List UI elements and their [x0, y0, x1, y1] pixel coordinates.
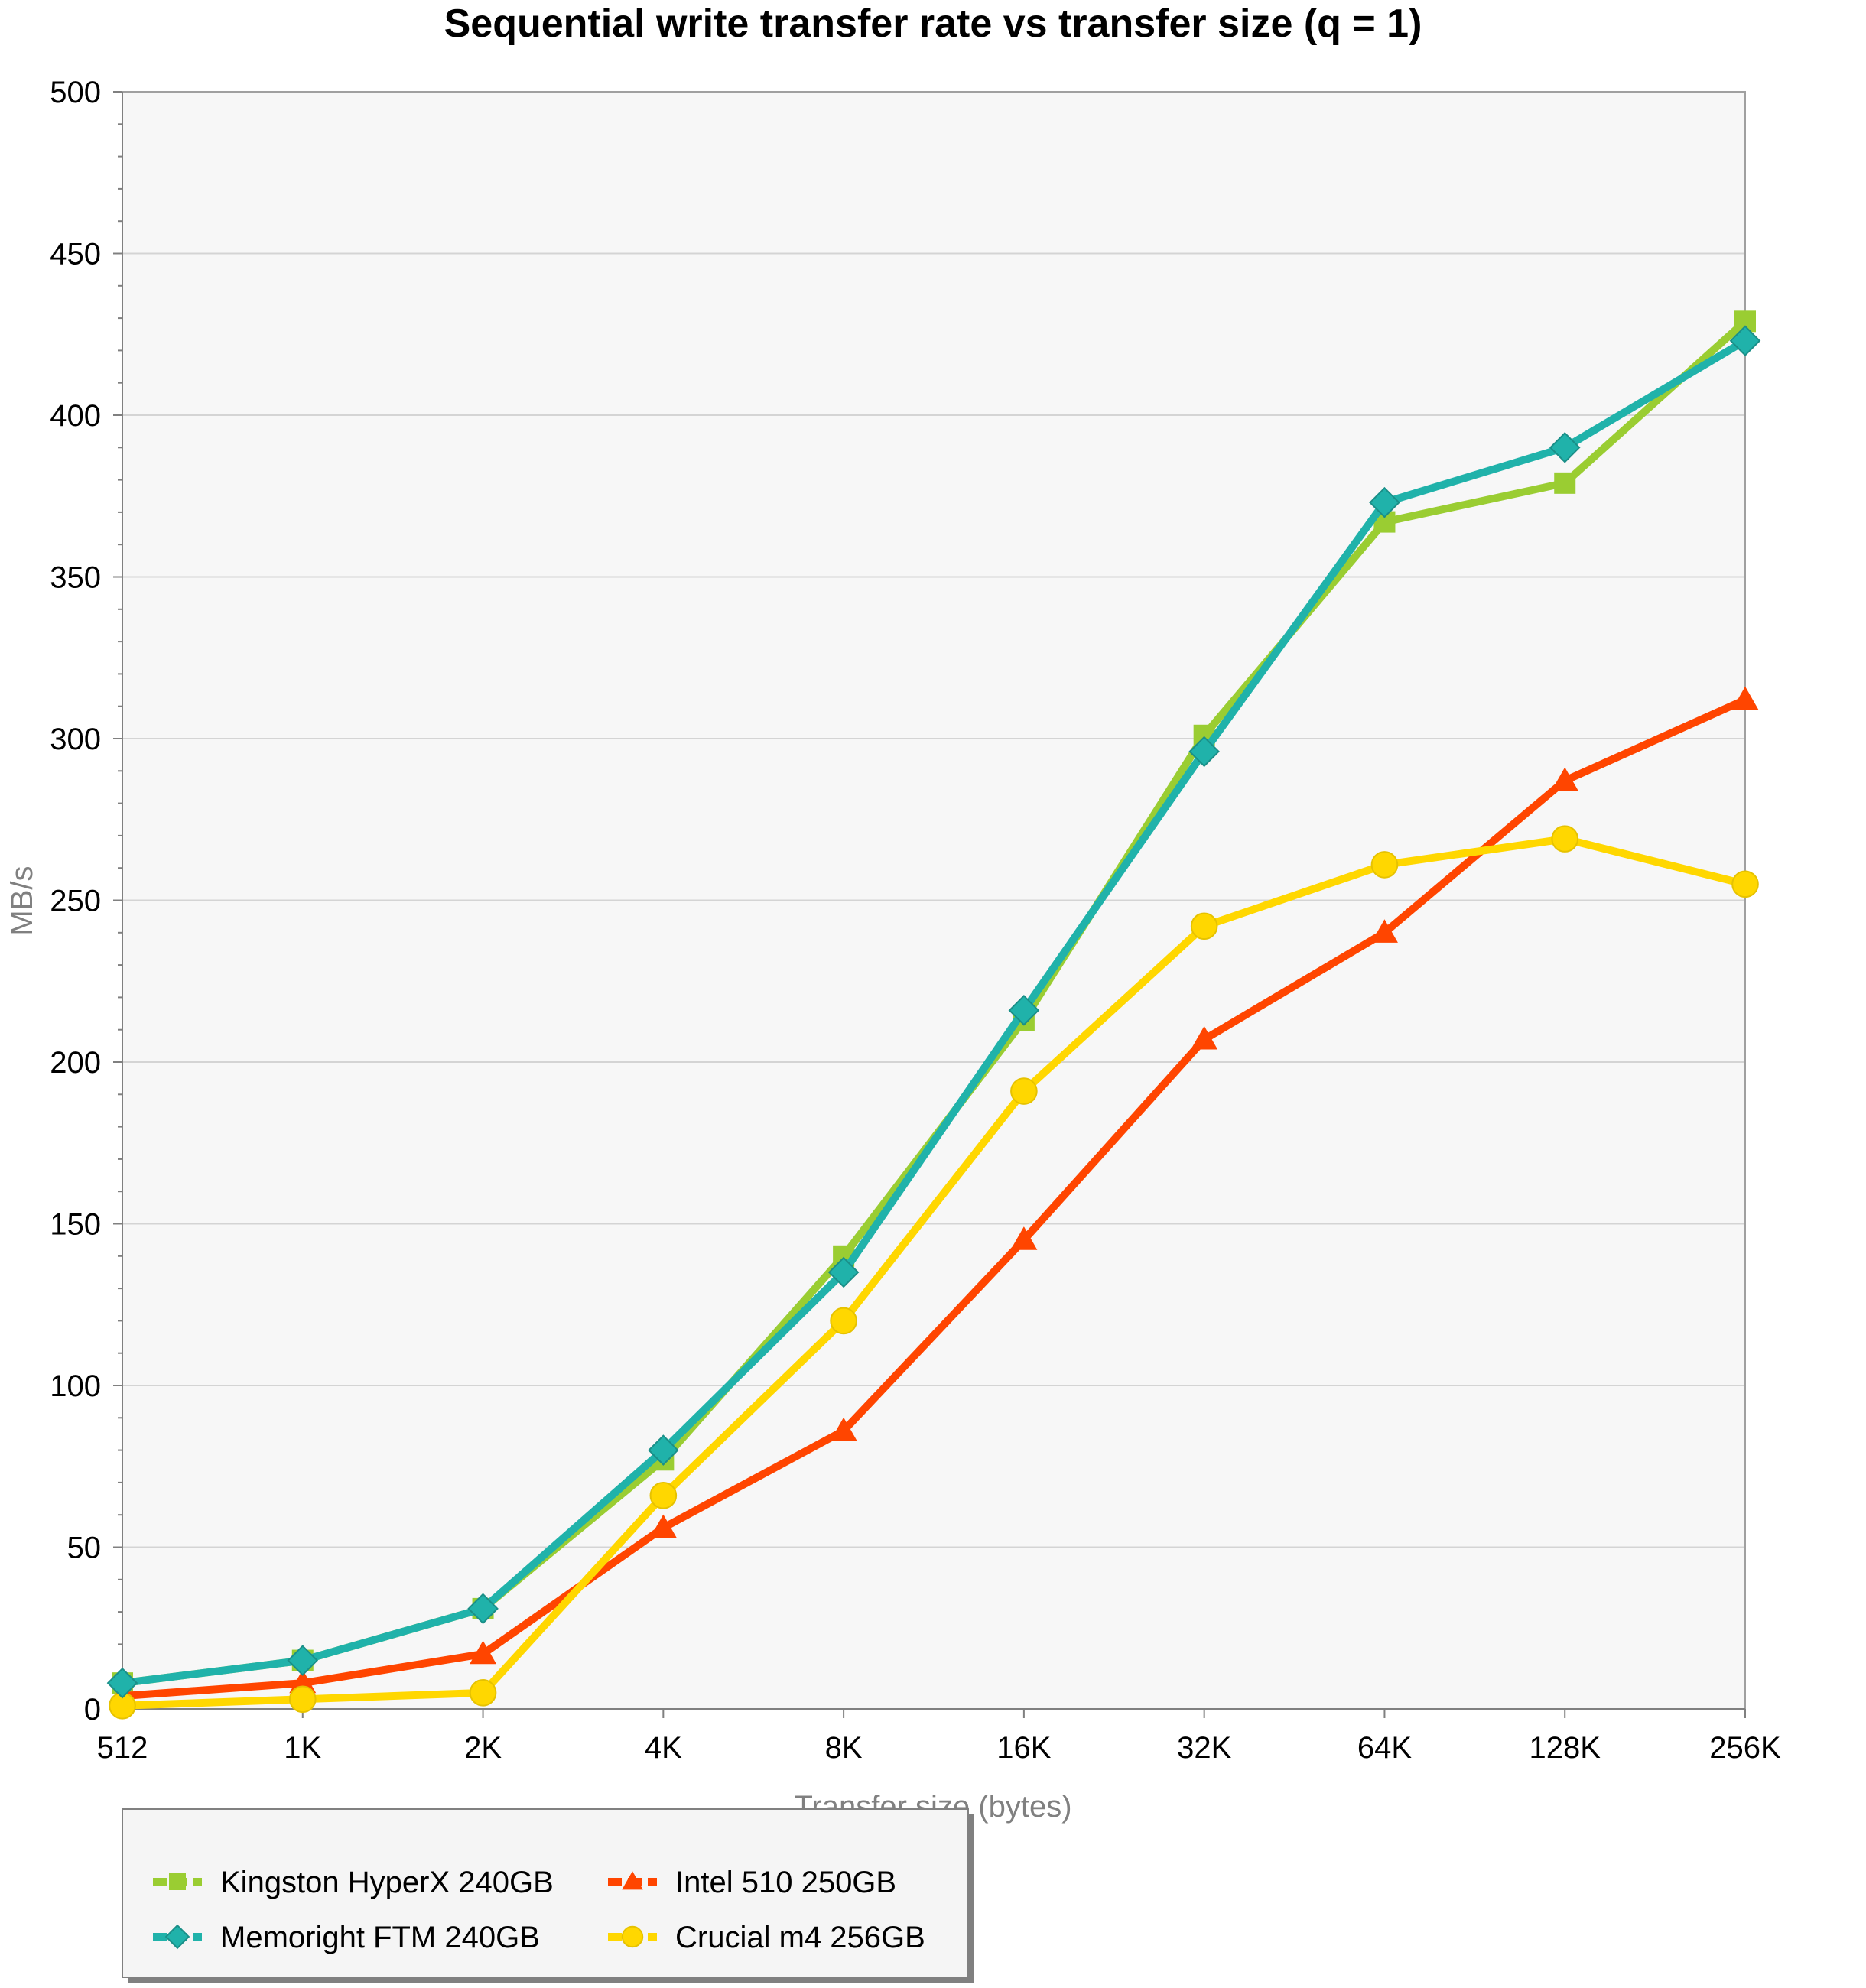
- legend-item: Intel 510 250GB: [608, 1866, 896, 1899]
- legend-item: Memoright FTM 240GB: [153, 1921, 540, 1954]
- y-tick-label: 300: [50, 723, 101, 756]
- legend-marker: [169, 1873, 186, 1890]
- y-tick-label: 250: [50, 885, 101, 918]
- legend-label: Kingston HyperX 240GB: [220, 1866, 554, 1899]
- data-point: [1188, 736, 1220, 768]
- series-line: [119, 696, 1749, 1701]
- data-point: [1731, 686, 1759, 710]
- y-tick-label: 450: [50, 238, 101, 271]
- data-point: [289, 1669, 317, 1694]
- data-point: [648, 1434, 679, 1466]
- grid-lines: [122, 252, 1745, 1548]
- x-axis-ticks: 512 1K 2K 4K 8K 16K 32K 64K 128K 256K: [97, 1709, 1781, 1765]
- legend-marker: [622, 1871, 643, 1890]
- x-tick-label: 128K: [1530, 1731, 1601, 1765]
- legend-label: Intel 510 250GB: [675, 1866, 896, 1899]
- data-point: [1008, 995, 1040, 1026]
- y-tick-label: 400: [50, 399, 101, 433]
- x-tick-label: 2K: [464, 1731, 502, 1765]
- x-tick-label: 32K: [1177, 1731, 1231, 1765]
- legend-marker: [164, 1924, 190, 1950]
- data-point: [467, 1593, 499, 1625]
- data-point: [1731, 870, 1759, 898]
- data-point: [830, 1417, 857, 1441]
- x-tick-label: 1K: [284, 1731, 321, 1765]
- series-circle: [109, 825, 1759, 1720]
- data-point: [287, 1645, 319, 1676]
- data-point: [1370, 851, 1399, 879]
- data-point: [106, 1667, 138, 1699]
- y-tick-label: 500: [50, 76, 101, 109]
- legend-item: Crucial m4 256GB: [608, 1921, 925, 1954]
- x-tick-label: 16K: [996, 1731, 1051, 1765]
- data-point: [1369, 486, 1400, 518]
- y-tick-label: 350: [50, 561, 101, 595]
- legend-box: [122, 1808, 969, 1978]
- data-point: [1729, 325, 1761, 357]
- x-tick-label: 64K: [1357, 1731, 1412, 1765]
- series-line: [119, 336, 1749, 1688]
- data-point: [649, 1482, 678, 1509]
- data-point: [1010, 1226, 1038, 1250]
- legend: Kingston HyperX 240GB Memoright FTM 240GB…: [122, 1808, 974, 1983]
- series-layer: [106, 310, 1761, 1720]
- data-point: [1551, 767, 1578, 791]
- y-tick-label: 50: [67, 1532, 102, 1565]
- y-axis-title: MB/s: [5, 866, 39, 935]
- data-point: [288, 1685, 317, 1714]
- data-point: [469, 1679, 497, 1707]
- legend-item: Kingston HyperX 240GB: [153, 1866, 554, 1899]
- x-tick-label: 512: [97, 1731, 148, 1765]
- y-axis-ticks: 0 50 100 150 200 250 300 350 400 450 500: [50, 76, 122, 1727]
- data-point: [649, 1514, 677, 1538]
- data-point: [1551, 825, 1579, 853]
- series-diamond: [106, 325, 1761, 1699]
- data-point: [1554, 472, 1576, 494]
- x-tick-label: 4K: [645, 1731, 682, 1765]
- y-tick-label: 150: [50, 1208, 101, 1242]
- data-point: [1010, 1077, 1038, 1105]
- legend-label: Crucial m4 256GB: [675, 1921, 925, 1954]
- y-tick-label: 200: [50, 1046, 101, 1080]
- data-point: [830, 1307, 857, 1335]
- data-point: [1549, 431, 1581, 463]
- chart-title: Sequential write transfer rate vs transf…: [444, 2, 1422, 46]
- y-tick-label: 0: [84, 1693, 101, 1727]
- data-point: [1190, 912, 1218, 940]
- legend-label: Memoright FTM 240GB: [220, 1921, 540, 1954]
- data-point: [470, 1640, 497, 1665]
- x-tick-label: 8K: [825, 1731, 863, 1765]
- x-tick-label: 256K: [1709, 1731, 1781, 1765]
- data-point: [1191, 1025, 1218, 1050]
- y-tick-label: 100: [50, 1369, 101, 1403]
- legend-marker: [621, 1925, 644, 1948]
- data-point: [827, 1256, 860, 1288]
- series-line: [119, 835, 1749, 1710]
- data-point: [1370, 919, 1398, 943]
